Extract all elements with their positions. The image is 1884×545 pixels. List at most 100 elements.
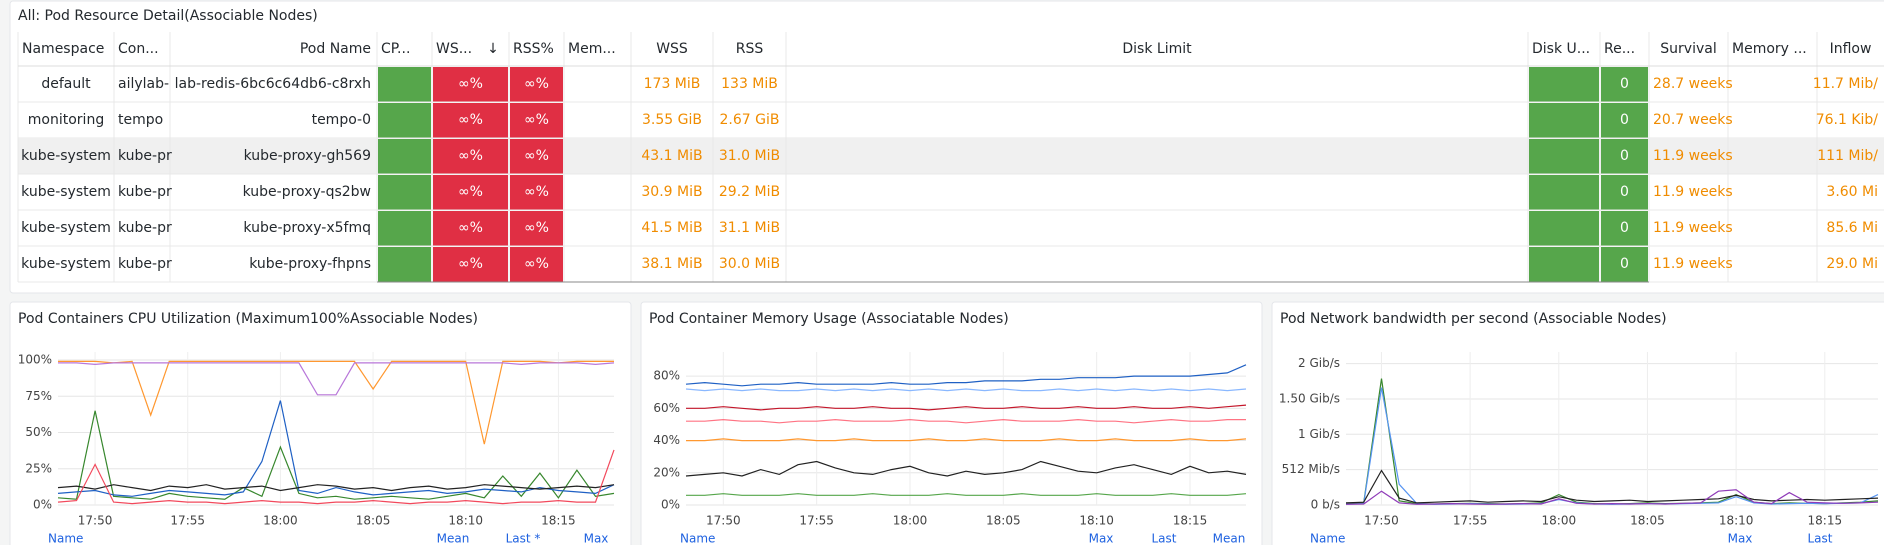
cell-bg [1529,67,1599,102]
cell: 11.7 Mib/ [1813,76,1878,92]
panel-title: Pod Containers CPU Utilization (Maximum1… [18,311,478,327]
cell: 0 [1620,148,1629,164]
cell: 20.7 weeks [1653,112,1733,128]
series-line [686,418,1246,424]
series-line [57,484,615,492]
legend-header: Max [584,532,609,545]
cell: kube-proxy-gh569 [244,148,371,164]
column-header: Disk U... [1532,41,1590,57]
series-line [686,493,1247,496]
cell: 11.9 weeks [1653,184,1733,200]
y-tick-label: 512 Mib/s [1282,462,1340,476]
cell: 28.7 weeks [1653,76,1733,92]
cell: ∞% [524,148,549,164]
table-title: All: Pod Resource Detail(Associable Node… [18,8,318,24]
cell-bg [433,103,508,138]
cell: ∞% [524,76,549,92]
x-tick-label: 17:55 [799,514,834,528]
cell: 3.60 Mi [1826,184,1878,200]
column-header: Mem... [568,41,616,57]
y-tick-label: 0% [33,498,52,512]
x-tick-label: 17:55 [1453,514,1488,528]
column-header: Re... [1604,41,1635,57]
cell-bg [510,211,563,246]
y-tick-label: 50% [25,425,52,439]
y-tick-label: 75% [25,389,52,403]
cell: kube-pr [118,184,172,200]
x-tick-label: 18:00 [893,514,928,528]
legend-header: Last * [506,532,541,545]
x-tick-label: 18:05 [986,514,1021,528]
column-header: Con... [118,41,159,57]
cell-bg [433,67,508,102]
legend-header: Name [48,532,83,545]
x-tick-label: 18:05 [356,514,391,528]
x-tick-label: 18:05 [1630,514,1665,528]
y-tick-label: 20% [653,465,680,479]
cell: 11.9 weeks [1653,148,1733,164]
series-line [686,438,1247,442]
cell-bg [510,103,563,138]
x-tick-label: 18:10 [1079,514,1114,528]
cell: 0 [1620,184,1629,200]
cell-bg [378,175,431,210]
column-header: RSS [736,41,764,57]
column-header: Namespace [22,41,104,57]
panel [640,301,1263,545]
cell-bg [433,247,508,282]
x-tick-label: 18:10 [448,514,483,528]
x-tick-label: 18:10 [1719,514,1754,528]
cell: ∞% [524,112,549,128]
cell-bg [1601,211,1648,246]
cell-bg [1601,247,1648,282]
legend-header: Max [1089,532,1114,545]
cell: ailylab- [118,76,169,92]
legend-header: Name [1310,532,1345,545]
series-line [58,360,614,445]
cell: 0 [1620,220,1629,236]
cell-bg [1601,67,1648,102]
y-tick-label: 60% [653,401,680,415]
cell-bg [510,139,563,174]
cell: kube-system [21,256,111,272]
column-header: CP... [381,41,410,57]
cell-bg [378,103,431,138]
cell: 11.9 weeks [1653,256,1733,272]
cell: 133 MiB [721,76,778,92]
column-header: Inflow [1830,41,1872,57]
cell: 111 Mib/ [1817,148,1878,164]
column-header: WS... [436,41,472,57]
cell: 38.1 MiB [641,256,702,272]
cell: 0 [1620,76,1629,92]
x-tick-label: 17:55 [170,514,205,528]
x-tick-label: 18:00 [263,514,298,528]
series-line [57,449,615,505]
y-tick-label: 0% [661,498,680,512]
cell-bg [1529,103,1599,138]
cell: 30.0 MiB [719,256,780,272]
cell: 29.0 Mi [1826,256,1878,272]
cell: kube-pr [118,148,172,164]
cell: 30.9 MiB [641,184,702,200]
cell: 11.9 weeks [1653,220,1733,236]
y-tick-label: 1 Gib/s [1298,427,1340,441]
cell-bg [433,211,508,246]
panel-title: Pod Container Memory Usage (Associatable… [649,311,1009,327]
series-line [58,362,615,396]
cell: 76.1 Kib/ [1816,112,1879,128]
y-tick-label: 40% [653,433,680,447]
cell: ∞% [458,148,483,164]
cell: ∞% [458,76,483,92]
cell: lab-redis-6bc6c64db6-c8rxh [175,76,371,92]
cell-bg [510,67,563,102]
legend-header: Mean [437,532,470,545]
column-header: Disk Limit [1122,41,1192,57]
series-line [685,460,1247,477]
cell: kube-system [21,184,111,200]
x-tick-label: 18:15 [541,514,576,528]
cell: 31.0 MiB [719,148,780,164]
series-line [57,410,615,500]
y-tick-label: 0 b/s [1311,498,1340,512]
cell: kube-proxy-x5fmq [243,220,371,236]
cell: default [41,76,91,92]
